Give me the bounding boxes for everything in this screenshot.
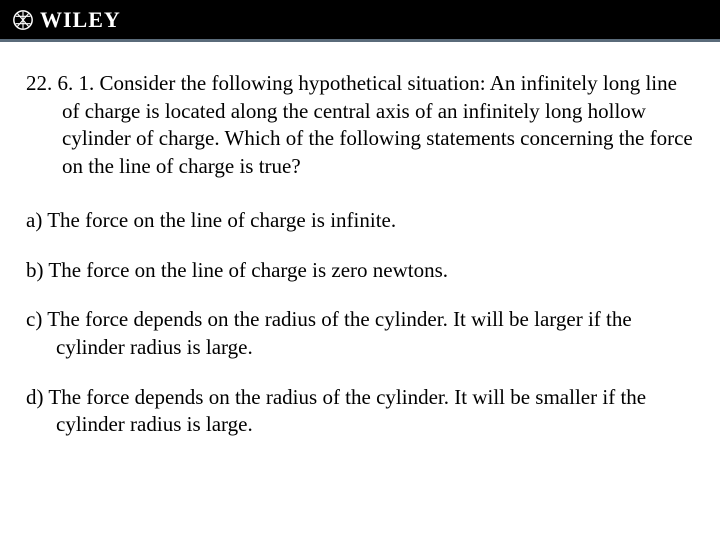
- option-b: b) The force on the line of charge is ze…: [26, 257, 694, 285]
- brand-logo: WILEY: [12, 7, 121, 33]
- brand-text: WILEY: [40, 7, 121, 33]
- option-label: c): [26, 307, 42, 331]
- option-text: The force depends on the radius of the c…: [47, 307, 632, 359]
- option-text: The force on the line of charge is infin…: [47, 208, 396, 232]
- option-c: c) The force depends on the radius of th…: [26, 306, 694, 361]
- option-text: The force depends on the radius of the c…: [48, 385, 646, 437]
- option-label: b): [26, 258, 44, 282]
- option-label: d): [26, 385, 44, 409]
- option-a: a) The force on the line of charge is in…: [26, 207, 694, 235]
- slide-content: 22. 6. 1. Consider the following hypothe…: [0, 42, 720, 459]
- question-text: Consider the following hypothetical situ…: [62, 71, 693, 178]
- question-block: 22. 6. 1. Consider the following hypothe…: [26, 70, 694, 181]
- option-text: The force on the line of charge is zero …: [48, 258, 448, 282]
- option-d: d) The force depends on the radius of th…: [26, 384, 694, 439]
- wiley-icon: [12, 9, 34, 31]
- question-number: 22. 6. 1.: [26, 71, 94, 95]
- header-bar: WILEY: [0, 0, 720, 42]
- option-label: a): [26, 208, 42, 232]
